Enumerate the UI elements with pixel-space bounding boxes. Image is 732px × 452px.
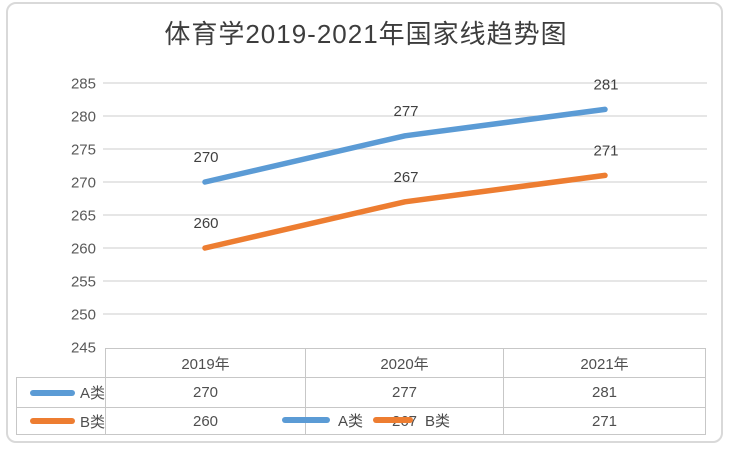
series-line-b xyxy=(202,172,608,251)
data-label: 271 xyxy=(593,142,618,159)
table-rowhead-a: A类 xyxy=(16,377,106,408)
y-axis-tick-label: 245 xyxy=(71,340,96,357)
y-axis-tick-label: 250 xyxy=(71,307,96,324)
legend-b-label: B类 xyxy=(425,412,451,430)
table-header-row: 2019年 2020年 2021年 xyxy=(17,348,706,378)
y-axis-tick-label: 280 xyxy=(71,109,96,126)
legend-a-line-icon xyxy=(282,417,330,423)
table-cell-a-2020: 277 xyxy=(305,377,504,408)
table-header-2020: 2020年 xyxy=(305,348,504,378)
series-b-label: B类 xyxy=(79,413,105,431)
chart-card-border xyxy=(6,2,723,443)
y-axis-tick-label: 260 xyxy=(71,241,96,258)
table-row-series-b: B类 260 267 271 xyxy=(16,407,706,435)
table-row-series-a: A类 270 277 281 xyxy=(16,377,706,408)
table-header-2021: 2021年 xyxy=(503,348,706,378)
plot-area: 245 250 255 260 265 270 275 280 285 270 277 281 260 2… xyxy=(71,76,707,357)
table-corner-cell xyxy=(17,349,106,378)
table-cell-a-2021: 281 xyxy=(503,377,706,408)
y-axis-tick-label: 275 xyxy=(71,142,96,159)
table-rowhead-b: B类 xyxy=(16,407,106,435)
chart-title: 体育学2019-2021年国家线趋势图 xyxy=(164,19,568,49)
series-a-key-icon xyxy=(29,389,75,396)
data-label: 277 xyxy=(393,103,418,120)
y-axis-tick-label: 265 xyxy=(71,208,96,225)
series-line-a xyxy=(202,106,608,185)
data-table: 2019年 2020年 2021年 A类 270 277 281 B类 26 xyxy=(16,348,706,435)
table-header-2019: 2019年 xyxy=(105,348,306,378)
data-label: 260 xyxy=(193,215,218,232)
y-axis-tick-label: 270 xyxy=(71,175,96,192)
legend-b-line-icon xyxy=(373,417,414,423)
chart-legend: A类 B类 xyxy=(282,411,451,430)
legend-a-label: A类 xyxy=(338,412,364,430)
table-cell-b-2019: 260 xyxy=(105,407,306,435)
y-axis-tick-label: 255 xyxy=(71,274,96,291)
y-axis-tick-label: 285 xyxy=(71,76,96,93)
series-b-key-icon xyxy=(29,418,75,424)
table-cell-b-2021: 271 xyxy=(503,407,706,435)
table-cell-a-2019: 270 xyxy=(105,377,306,408)
data-label: 281 xyxy=(593,76,618,93)
series-a-label: A类 xyxy=(79,385,105,402)
data-label: 270 xyxy=(193,149,218,166)
data-label: 267 xyxy=(393,169,418,186)
